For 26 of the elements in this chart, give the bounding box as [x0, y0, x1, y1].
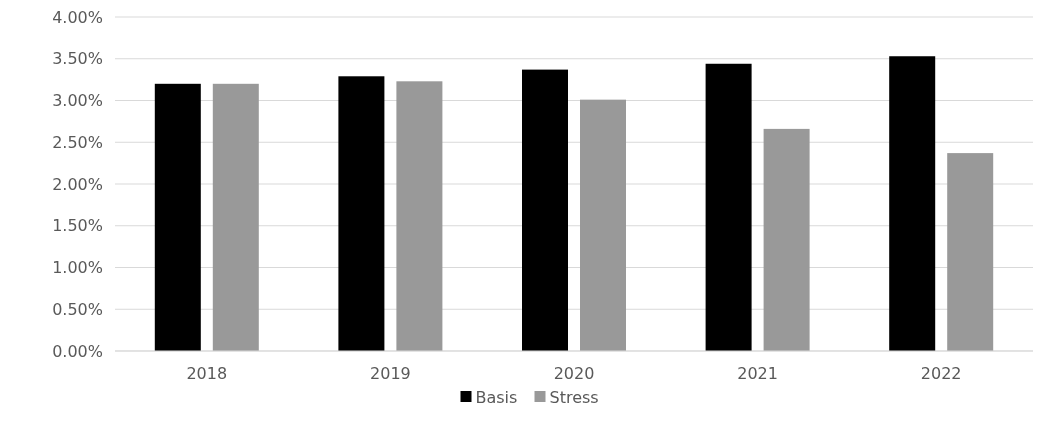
bar	[580, 99, 626, 351]
x-tick-label: 2021	[737, 364, 778, 383]
y-tick-label: 1.50%	[52, 216, 103, 236]
y-tick-label: 2.50%	[52, 132, 103, 152]
bar	[889, 56, 936, 351]
y-tick-label: 1.00%	[52, 258, 103, 278]
bar	[522, 69, 568, 351]
bar	[705, 63, 752, 351]
bar	[338, 76, 385, 351]
bar	[947, 153, 994, 351]
x-tick-label: 2019	[370, 364, 411, 383]
x-tick-label: 2018	[186, 364, 228, 383]
bar	[212, 83, 259, 351]
legend-label: Stress	[549, 387, 599, 407]
y-tick-label: 3.50%	[52, 49, 103, 69]
y-tick-label: 2.00%	[52, 174, 103, 194]
y-tick-label: 3.00%	[52, 91, 103, 111]
bar	[396, 81, 443, 351]
bar	[154, 83, 201, 351]
y-tick-label: 0.50%	[52, 299, 103, 319]
y-tick-label: 4.00%	[52, 7, 103, 27]
y-tick-label: 0.00%	[52, 341, 103, 361]
legend-label: Basis	[475, 387, 518, 407]
x-tick-label: 2022	[920, 364, 962, 383]
bar	[763, 128, 810, 351]
x-tick-label: 2020	[553, 364, 595, 383]
